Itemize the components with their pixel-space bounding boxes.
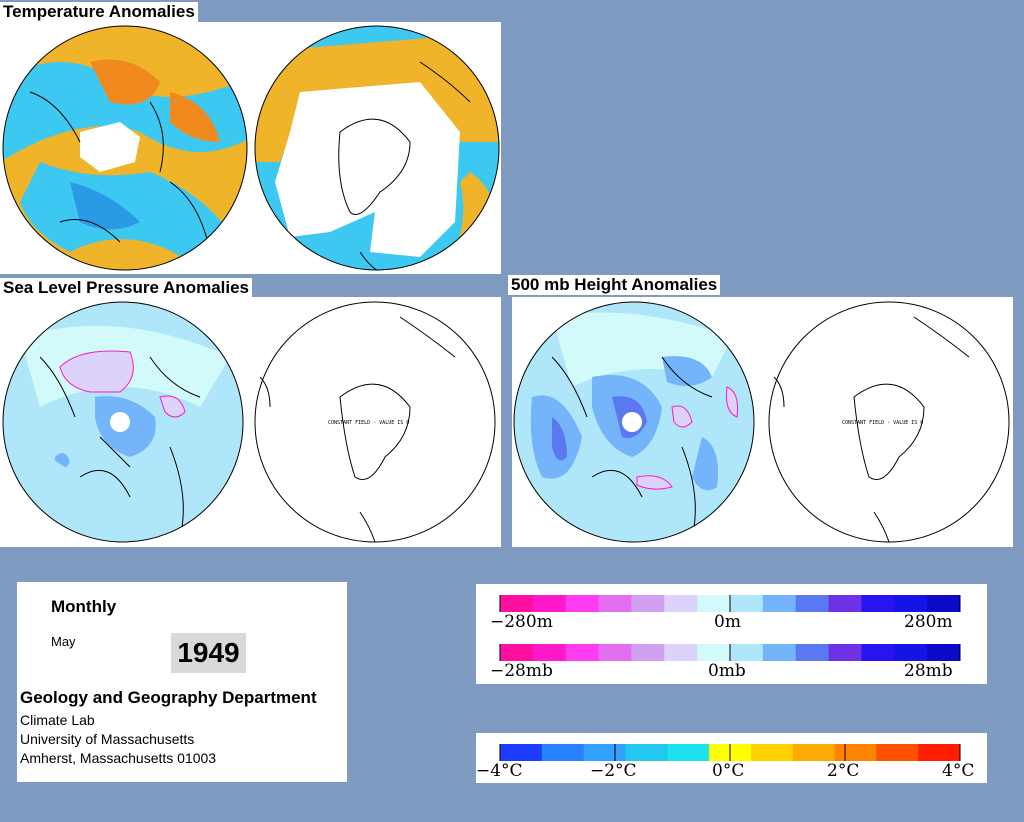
slp-title: Sea Level Pressure Anomalies — [0, 278, 253, 298]
slp-maps: CONSTANT FIELD - VALUE IS 0 — [2, 301, 496, 543]
color-swatch — [762, 595, 797, 612]
color-swatch — [927, 595, 961, 612]
color-swatch — [697, 644, 731, 661]
temperature-label-neg4: −4°C — [476, 761, 523, 781]
temperature-label-4: 4°C — [942, 761, 975, 781]
period-label: Monthly — [51, 597, 117, 616]
color-swatch — [541, 744, 585, 761]
nh-slp-globe — [3, 302, 243, 542]
slp-constant-field-label: CONSTANT FIELD - VALUE IS 0 — [328, 420, 409, 426]
color-swatch — [894, 595, 928, 612]
color-swatch — [876, 744, 919, 761]
temperature-title: Temperature Anomalies — [0, 2, 198, 22]
color-swatch — [828, 644, 862, 661]
info-box: Monthly May 1949 Geology and Geography D… — [17, 582, 347, 782]
color-swatch — [500, 595, 534, 612]
color-swatch — [730, 644, 764, 661]
color-swatch — [667, 744, 710, 761]
temperature-maps — [2, 25, 500, 271]
year-label: 1949 — [171, 633, 246, 673]
height500-maps: CONSTANT FIELD - VALUE IS 0 — [513, 301, 1010, 543]
color-swatch — [664, 595, 698, 612]
color-swatch — [500, 644, 534, 661]
color-swatch — [828, 595, 862, 612]
color-swatch — [500, 744, 543, 761]
color-swatch — [664, 644, 698, 661]
university-label: University of Massachusetts — [20, 731, 195, 747]
color-swatch — [894, 644, 928, 661]
color-swatch — [750, 744, 794, 761]
temperature-label-2: 2°C — [827, 761, 860, 781]
color-swatch — [697, 595, 731, 612]
color-swatch — [583, 744, 626, 761]
color-swatch — [861, 595, 895, 612]
slp-panel: CONSTANT FIELD - VALUE IS 0 — [0, 297, 501, 547]
color-swatch — [927, 644, 961, 661]
height-label-mid: 0m — [714, 612, 741, 632]
height500-title: 500 mb Height Anomalies — [508, 275, 721, 295]
temperature-panel — [0, 22, 501, 274]
month-label: May — [51, 634, 76, 649]
pressure-label-max: 28mb — [904, 661, 953, 681]
height-label-min: −280m — [490, 612, 553, 632]
color-swatch — [792, 744, 836, 761]
height-label-max: 280m — [904, 612, 953, 632]
sh-temperature-globe — [255, 26, 499, 270]
height-color-bar — [499, 595, 961, 612]
color-swatch — [918, 744, 961, 761]
color-swatch — [532, 644, 567, 661]
color-swatch — [598, 644, 632, 661]
color-swatch — [834, 744, 877, 761]
address-label: Amherst, Massachusetts 01003 — [20, 750, 217, 766]
color-swatch — [861, 644, 895, 661]
nh-temperature-globe — [3, 26, 247, 270]
height500-panel: CONSTANT FIELD - VALUE IS 0 — [512, 297, 1013, 547]
pressure-color-bar — [499, 644, 961, 661]
nh-height500-globe — [514, 302, 754, 542]
temperature-color-bar — [499, 744, 961, 761]
color-swatch — [532, 595, 567, 612]
lab-label: Climate Lab — [20, 712, 95, 728]
anomaly-legend: −280m 0m 280m −28mb 0mb 28mb — [476, 584, 987, 684]
color-swatch — [795, 644, 830, 661]
color-swatch — [565, 595, 600, 612]
color-swatch — [598, 595, 632, 612]
color-swatch — [631, 644, 665, 661]
temperature-label-0: 0°C — [712, 761, 745, 781]
temperature-label-neg2: −2°C — [590, 761, 637, 781]
color-swatch — [631, 595, 665, 612]
height500-constant-field-label: CONSTANT FIELD - VALUE IS 0 — [842, 420, 923, 426]
color-swatch — [795, 595, 830, 612]
department-label: Geology and Geography Department — [20, 688, 317, 707]
temperature-legend: −4°C −2°C 0°C 2°C 4°C — [476, 733, 987, 783]
color-swatch — [730, 595, 764, 612]
pressure-label-mid: 0mb — [708, 661, 746, 681]
color-swatch — [762, 644, 797, 661]
color-swatch — [625, 744, 668, 761]
pressure-label-min: −28mb — [490, 661, 553, 681]
color-swatch — [565, 644, 600, 661]
